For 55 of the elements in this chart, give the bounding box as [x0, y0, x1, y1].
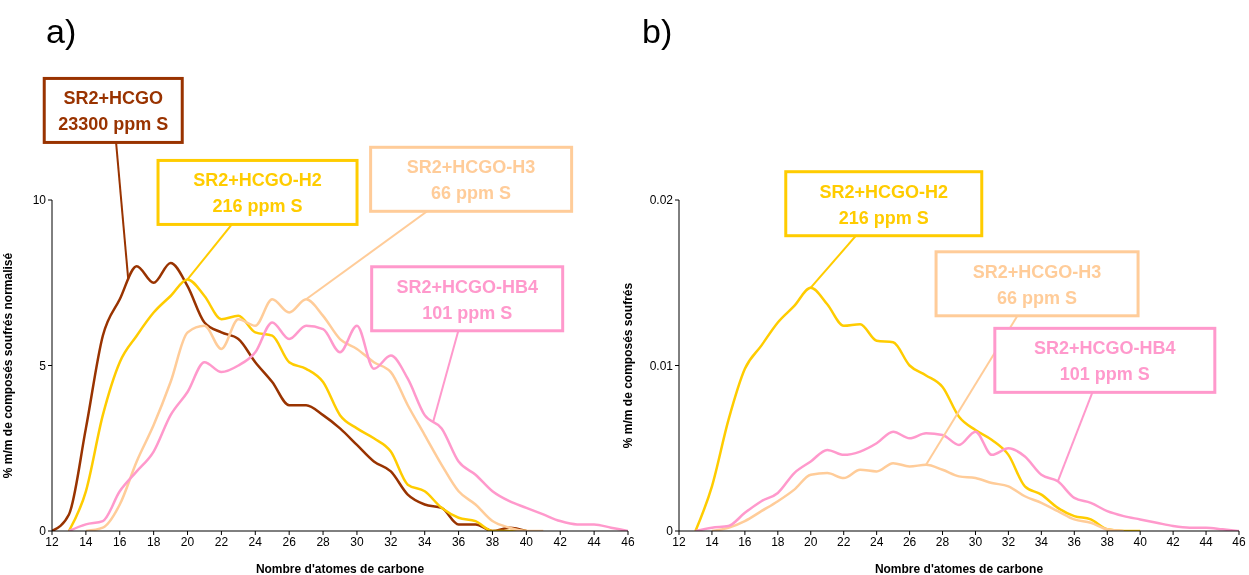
x-tick-label: 14: [705, 534, 719, 549]
x-tick-label: 40: [519, 534, 534, 549]
x-tick-label: 42: [1166, 534, 1181, 549]
x-tick-label: 16: [113, 534, 127, 549]
annotation: SR2+HCGO-HB4 101 ppm S: [396, 276, 538, 323]
y-tick-label: 10: [32, 193, 47, 208]
x-tick-label: 34: [418, 534, 432, 549]
x-tick-label: 12: [45, 534, 59, 549]
y-tick-label: 5: [39, 358, 47, 373]
x-tick-label: 30: [350, 534, 364, 549]
chart-title: b): [642, 12, 673, 51]
x-axis-title: Nombre d'atomes de carbone: [874, 562, 1044, 575]
x-tick-label: 24: [869, 534, 884, 549]
annotation: SR2+HCGO-H3 66 ppm S: [972, 261, 1102, 308]
y-tick-label: 0: [666, 524, 674, 539]
x-tick-label: 46: [621, 534, 635, 549]
x-tick-label: 18: [146, 534, 161, 549]
x-tick-label: 18: [771, 534, 785, 549]
x-tick-label: 28: [316, 534, 331, 549]
y-tick-label: 0.02: [649, 193, 674, 208]
annotation: SR2+HCGO 23300 ppm S: [58, 88, 169, 135]
y-tick-label: 0: [39, 524, 47, 539]
y-tick-label: 0.01: [649, 358, 674, 373]
x-tick-label: 40: [1133, 534, 1148, 549]
y-axis-title: % m/m de composés soufrés normalisé: [1, 252, 16, 479]
x-tick-label: 38: [1100, 534, 1115, 549]
x-tick-label: 36: [451, 534, 466, 549]
x-tick-label: 32: [384, 534, 398, 549]
x-tick-label: 12: [672, 534, 686, 549]
annotation: SR2+HCGO-H2 216 ppm S: [193, 170, 322, 217]
x-tick-label: 20: [804, 534, 818, 549]
x-tick-label: 26: [902, 534, 917, 549]
x-tick-label: 36: [1067, 534, 1082, 549]
x-tick-label: 44: [1199, 534, 1214, 549]
x-tick-label: 22: [214, 534, 229, 549]
x-tick-label: 28: [935, 534, 950, 549]
x-tick-label: 22: [837, 534, 851, 549]
y-axis-title: % m/m de composés soufrés: [621, 282, 636, 449]
x-tick-label: 30: [968, 534, 983, 549]
x-tick-label: 44: [587, 534, 602, 549]
annotation: SR2+HCGO-HB4 101 ppm S: [1034, 338, 1176, 385]
x-tick-label: 38: [485, 534, 500, 549]
x-tick-label: 20: [180, 534, 195, 549]
x-tick-label: 32: [1001, 534, 1016, 549]
chart-title: a): [46, 12, 77, 51]
x-tick-label: 42: [553, 534, 568, 549]
x-axis-title: Nombre d'atomes de carbone: [255, 562, 425, 575]
x-tick-label: 26: [282, 534, 297, 549]
x-tick-label: 46: [1232, 534, 1246, 549]
x-tick-label: 16: [738, 534, 752, 549]
annotation: SR2+HCGO-H3 66 ppm S: [406, 157, 536, 204]
x-tick-label: 14: [79, 534, 93, 549]
x-tick-label: 24: [248, 534, 263, 549]
annotation: SR2+HCGO-H2 216 ppm S: [819, 181, 949, 228]
x-tick-label: 34: [1034, 534, 1049, 549]
